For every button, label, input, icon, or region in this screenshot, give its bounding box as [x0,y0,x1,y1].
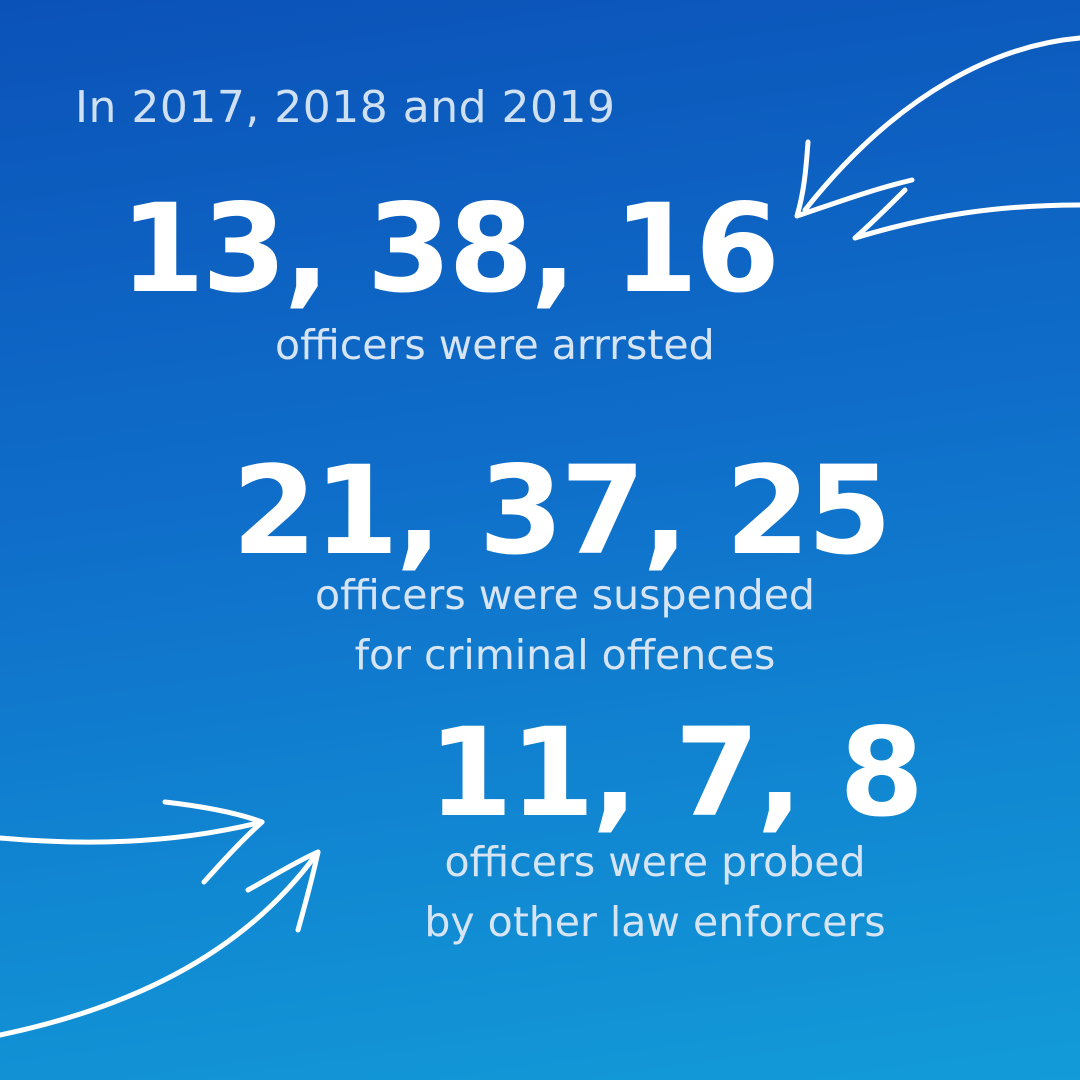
stat-numbers-suspended: 21, 37, 25 [232,440,892,582]
stat-caption-probed: officers were probed by other law enforc… [410,832,900,952]
stat-numbers-probed: 11, 7, 8 [428,702,924,844]
caption-line: by other law enforcers [424,898,886,946]
stat-caption-suspended: officers were suspended for criminal off… [300,565,830,685]
stat-caption-arrested: officers were arrrsted [275,321,715,369]
stat-numbers-arrested: 13, 38, 16 [120,178,780,320]
caption-line: officers were probed [444,838,866,886]
intro-heading: In 2017, 2018 and 2019 [75,82,616,133]
caption-line: officers were suspended [315,571,815,619]
caption-line: for criminal offences [354,631,776,679]
